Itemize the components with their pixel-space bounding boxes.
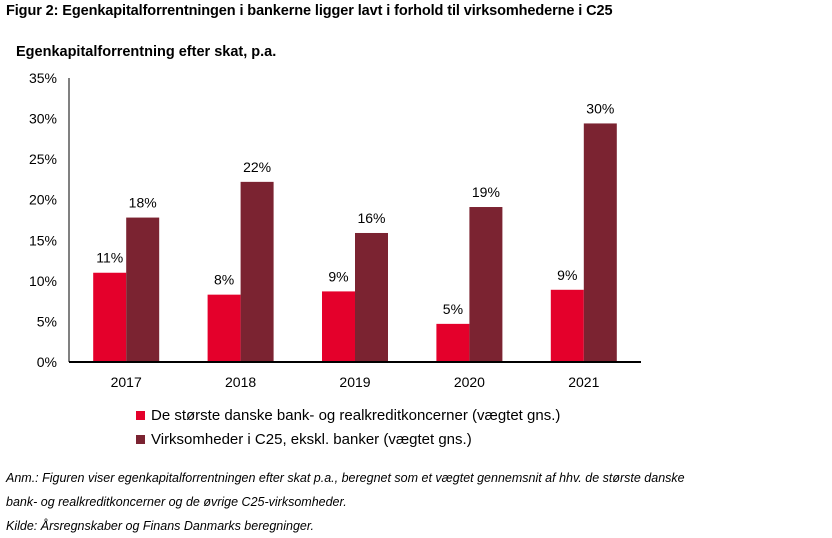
y-tick-label: 0% [37, 354, 57, 370]
x-tick-label: 2017 [111, 374, 142, 390]
bar-series-1 [355, 232, 388, 362]
x-tick-label: 2018 [225, 374, 256, 390]
bar-series-1 [126, 217, 160, 362]
data-label: 8% [214, 272, 234, 288]
y-tick-label: 10% [29, 273, 57, 289]
bar-chart: 0% 5% 10% 15% 20% 25% 30% 35% 11% 18% 2017 8% 22% 201… [29, 70, 641, 390]
data-label: 18% [129, 195, 157, 211]
figure-title: Figur 2: Egenkapitalforrentningen i bank… [6, 3, 613, 19]
bar-series-0 [207, 294, 241, 362]
legend-item-banks: De største danske bank- og realkreditkon… [136, 403, 560, 427]
y-tick-label: 30% [29, 111, 57, 127]
y-tick-label: 25% [29, 151, 57, 167]
note-anm-line-2: bank- og realkreditkoncerner og de øvrig… [6, 495, 347, 509]
bar-series-1 [469, 207, 503, 362]
y-tick-label: 5% [37, 313, 57, 329]
data-label: 9% [557, 267, 577, 283]
chart-title: Egenkapitalforrentning efter skat, p.a. [16, 44, 277, 60]
data-label: 9% [328, 268, 348, 284]
legend-label-c25: Virksomheder i C25, ekskl. banker (vægte… [151, 430, 472, 448]
data-label: 5% [443, 301, 463, 317]
x-tick-label: 2021 [568, 374, 599, 390]
legend-label-banks: De største danske bank- og realkreditkon… [151, 406, 561, 424]
legend-swatch-banks [136, 410, 145, 420]
legend: De største danske bank- og realkreditkon… [136, 403, 560, 451]
data-label: 11% [96, 250, 123, 266]
data-label: 22% [243, 159, 271, 175]
bar-series-0 [436, 323, 470, 362]
legend-swatch-c25 [136, 434, 145, 444]
x-tick-label: 2019 [339, 374, 370, 390]
bar-series-0 [93, 272, 127, 362]
data-label: 16% [357, 210, 385, 226]
note-anm-line-1: Anm.: Figuren viser egenkapitalforrentni… [6, 471, 685, 485]
figure-notes: Anm.: Figuren viser egenkapitalforrentni… [6, 466, 685, 538]
y-tick-label: 15% [29, 232, 57, 248]
x-tick-label: 2020 [454, 374, 485, 390]
y-tick-label: 20% [29, 192, 57, 208]
bar-series-1 [583, 123, 617, 362]
bar-series-1 [240, 181, 274, 362]
y-tick-label: 35% [29, 70, 57, 86]
note-source: Kilde: Årsregnskaber og Finans Danmarks … [6, 519, 315, 533]
data-label: 19% [472, 184, 500, 200]
data-label: 30% [586, 100, 614, 116]
legend-item-c25: Virksomheder i C25, ekskl. banker (vægte… [136, 427, 560, 451]
bar-series-0 [322, 291, 355, 362]
bar-series-0 [550, 289, 584, 362]
